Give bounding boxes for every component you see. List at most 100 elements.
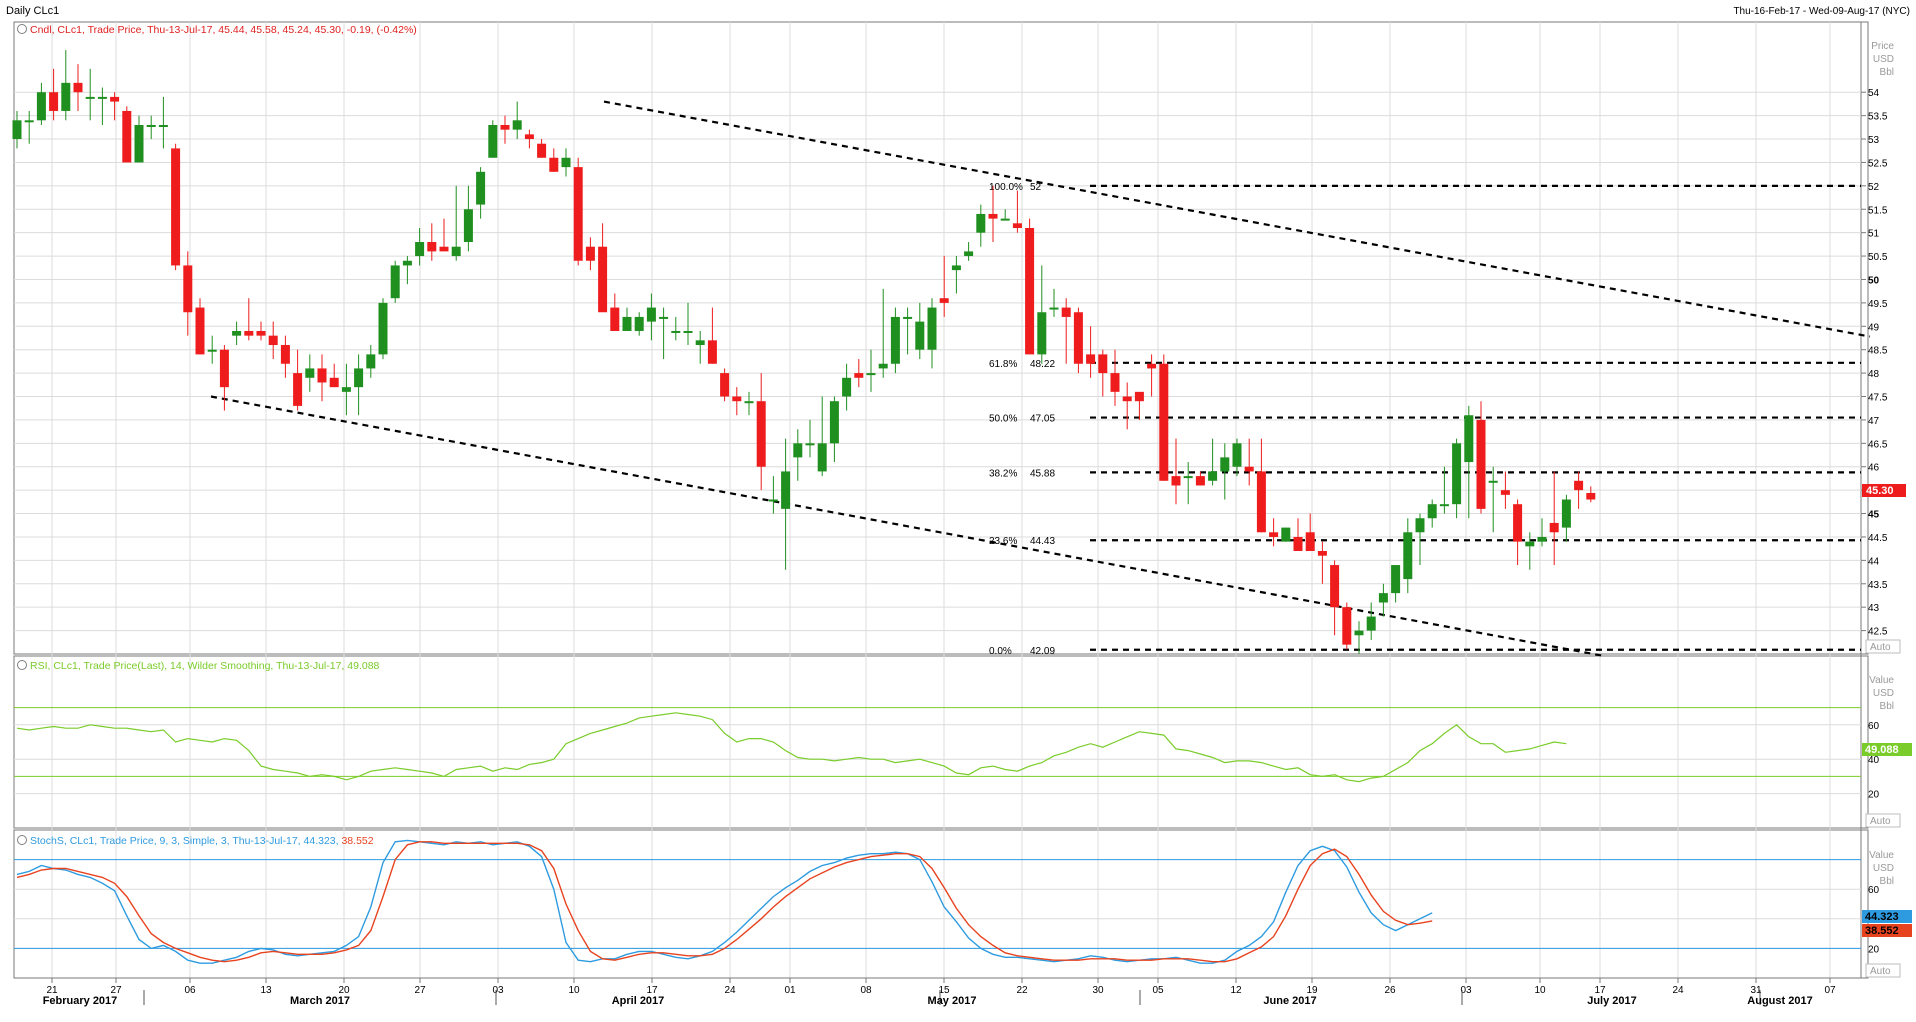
candle-body bbox=[439, 246, 449, 252]
date-label: 24 bbox=[1672, 985, 1684, 996]
candle-body bbox=[768, 499, 778, 502]
candle-body bbox=[158, 124, 168, 127]
price-tick-label: 49.5 bbox=[1868, 299, 1888, 310]
stoch-auto-button[interactable]: Auto bbox=[1865, 963, 1901, 978]
candle-body bbox=[1500, 490, 1510, 495]
candle-body bbox=[927, 307, 937, 350]
candle-body bbox=[1256, 471, 1266, 533]
svg-text:Price: Price bbox=[1871, 41, 1894, 52]
candle-body bbox=[707, 340, 717, 364]
price-legend: Cndl, CLc1, Trade Price, Thu-13-Jul-17, … bbox=[17, 24, 417, 36]
candle-body bbox=[341, 387, 351, 392]
svg-text:Auto: Auto bbox=[1870, 642, 1891, 653]
fib-value: 42.09 bbox=[1030, 646, 1055, 657]
date-label: 19 bbox=[1306, 985, 1318, 996]
candle-body bbox=[720, 373, 730, 397]
date-label: 24 bbox=[724, 985, 736, 996]
candle-body bbox=[256, 330, 266, 336]
candle-body bbox=[1488, 480, 1498, 483]
trendline bbox=[210, 395, 1607, 658]
fibonacci-levels: 100.0% 52 61.8% 48.22 50.0% 47.05 38.2% 45.88 23… bbox=[989, 182, 1861, 657]
date-label: 10 bbox=[1534, 985, 1546, 996]
svg-text:USD: USD bbox=[1873, 54, 1894, 65]
candle-body bbox=[378, 302, 388, 355]
date-label: 17 bbox=[1594, 985, 1606, 996]
trendlines bbox=[210, 100, 1871, 658]
rsi-auto-button[interactable]: Auto bbox=[1865, 813, 1901, 828]
candle-body bbox=[1452, 443, 1462, 505]
rsi-legend-text: RSI, CLc1, Trade Price(Last), 14, Wilder… bbox=[30, 660, 380, 672]
candle-body bbox=[110, 96, 120, 102]
candle-body bbox=[976, 213, 986, 233]
candle-body bbox=[598, 246, 608, 313]
candle-body bbox=[427, 242, 437, 252]
candle-body bbox=[549, 157, 559, 172]
candle-body bbox=[671, 330, 681, 333]
date-label: 08 bbox=[860, 985, 872, 996]
candle-body bbox=[537, 143, 547, 158]
fib-pct: 38.2% bbox=[989, 468, 1017, 479]
fib-value: 47.05 bbox=[1030, 414, 1055, 425]
candle-body bbox=[1317, 551, 1327, 556]
date-label: 30 bbox=[1092, 985, 1104, 996]
rsi-line bbox=[16, 712, 1567, 783]
date-label: 17 bbox=[646, 985, 658, 996]
svg-text:45.30: 45.30 bbox=[1866, 485, 1894, 497]
candle-body bbox=[1342, 607, 1352, 645]
price-tick-label: 47.5 bbox=[1868, 393, 1888, 404]
candle-body bbox=[1549, 522, 1559, 533]
date-label: 07 bbox=[1824, 985, 1836, 996]
candle-body bbox=[1476, 419, 1486, 509]
price-legend-text: Cndl, CLc1, Trade Price, Thu-13-Jul-17, … bbox=[30, 24, 417, 36]
rsi-tick-label: 40 bbox=[1868, 755, 1880, 766]
stoch-tick-label: 60 bbox=[1868, 885, 1880, 896]
candle-body bbox=[1134, 391, 1144, 402]
candle-body bbox=[732, 396, 742, 402]
date-label: 03 bbox=[1460, 985, 1472, 996]
price-tick-label: 47 bbox=[1868, 416, 1880, 427]
candle-body bbox=[1037, 312, 1047, 355]
rsi-panel[interactable] bbox=[13, 655, 1869, 829]
candle-body bbox=[1427, 504, 1437, 519]
svg-text:Bbl: Bbl bbox=[1880, 67, 1894, 78]
date-label: 10 bbox=[568, 985, 580, 996]
candle-body bbox=[1122, 396, 1132, 402]
candle-body bbox=[1281, 527, 1291, 542]
candle-body bbox=[1305, 532, 1315, 552]
candle-body bbox=[951, 265, 961, 271]
price-panel[interactable] bbox=[13, 21, 1869, 655]
candle-body bbox=[744, 401, 754, 404]
candle-body bbox=[915, 321, 925, 350]
candle-body bbox=[390, 265, 400, 299]
candle-body bbox=[232, 330, 242, 336]
candle-body bbox=[1159, 363, 1169, 481]
price-tick-label: 48.5 bbox=[1868, 346, 1888, 357]
candle-body bbox=[695, 340, 705, 346]
candle-body bbox=[890, 316, 900, 364]
stoch-d-line bbox=[16, 841, 1433, 963]
price-tick-label: 46.5 bbox=[1868, 439, 1888, 450]
candle-body bbox=[939, 298, 949, 303]
price-tick-label: 54 bbox=[1868, 88, 1880, 99]
candle-body bbox=[49, 92, 59, 111]
fib-value: 52 bbox=[1030, 182, 1042, 193]
month-label: August 2017 bbox=[1747, 995, 1812, 1007]
price-tick-label: 53 bbox=[1868, 135, 1880, 146]
price-tick-label: 50.5 bbox=[1868, 252, 1888, 263]
stoch-tick-label: 20 bbox=[1868, 944, 1880, 955]
candle-body bbox=[1439, 504, 1449, 507]
price-auto-button[interactable]: Auto bbox=[1865, 639, 1901, 654]
rsi-last-badge: 49.088 bbox=[1862, 743, 1912, 756]
stoch-legend: StochS, CLc1, Trade Price, 9, 3, Simple,… bbox=[17, 835, 374, 847]
month-label: July 2017 bbox=[1587, 995, 1637, 1007]
price-tick-label: 48 bbox=[1868, 369, 1880, 380]
svg-text:Auto: Auto bbox=[1870, 816, 1891, 827]
price-axis-unit: Price USD Bbl bbox=[1871, 41, 1894, 78]
candle-body bbox=[793, 443, 803, 458]
date-label: 01 bbox=[784, 985, 796, 996]
candle-body bbox=[1537, 536, 1547, 542]
candles bbox=[12, 50, 1596, 654]
candle-body bbox=[97, 96, 107, 99]
candle-body bbox=[903, 316, 913, 319]
